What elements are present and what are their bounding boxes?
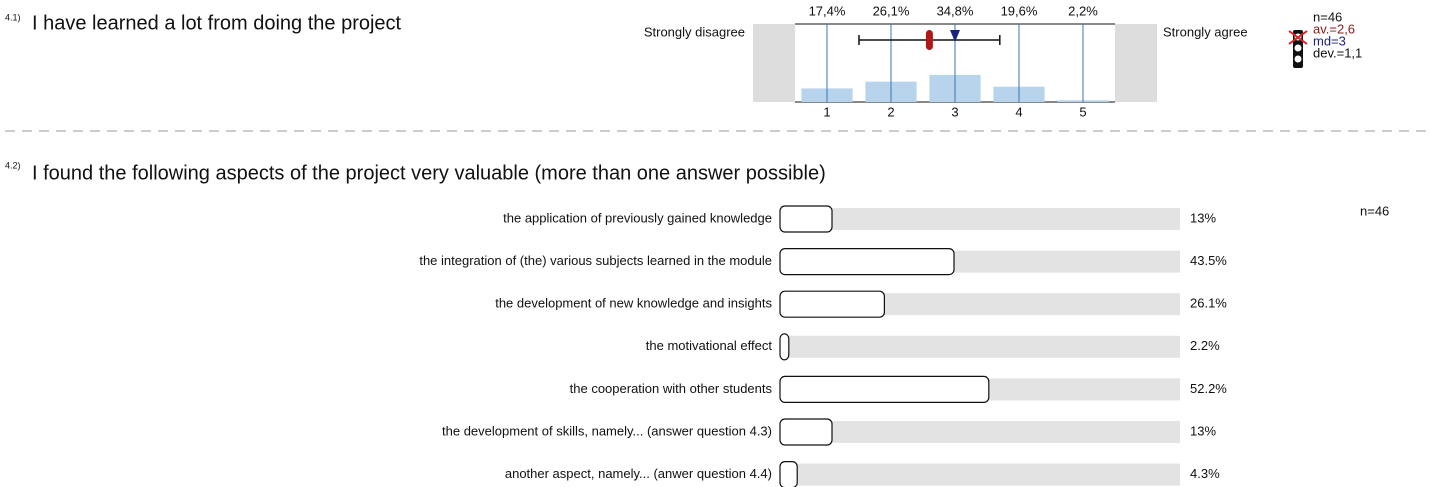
value-label: 17,4%: [809, 3, 846, 18]
value-label: 4.3%: [1190, 466, 1220, 481]
category-label: the integration of (the) various subject…: [419, 253, 772, 268]
value-label: 26.1%: [1190, 296, 1227, 311]
category-label: another aspect, namely... (anwer questio…: [505, 466, 772, 481]
median-marker: [950, 30, 960, 42]
n-label: n=46: [1360, 203, 1389, 218]
bar-track: [780, 208, 1180, 230]
category-label: the application of previously gained kno…: [503, 210, 772, 225]
bar: [779, 205, 833, 233]
question-title: I have learned a lot from doing the proj…: [32, 12, 402, 34]
category-label: the development of new knowledge and ins…: [495, 296, 772, 311]
x-tick-label: 1: [823, 104, 830, 119]
x-tick-label: 4: [1015, 104, 1022, 119]
x-tick-label: 5: [1079, 104, 1086, 119]
bar: [779, 248, 955, 276]
category-label: the development of skills, namely... (an…: [442, 423, 772, 438]
bar: [779, 418, 833, 446]
left-label: Strongly disagree: [644, 24, 745, 39]
value-label: 13%: [1190, 210, 1216, 225]
value-label: 13%: [1190, 423, 1216, 438]
bar-track: [780, 335, 1180, 358]
n-label: n=46: [1313, 9, 1342, 24]
x-tick-label: 2: [887, 104, 894, 119]
question-number: 4.2): [5, 160, 21, 170]
bar: [779, 375, 990, 403]
question-number: 4.1): [5, 12, 21, 22]
bar: [779, 333, 790, 361]
value-label: 19,6%: [1001, 3, 1038, 18]
bar: [779, 461, 798, 487]
value-label: 2.2%: [1190, 338, 1220, 353]
left-pad: [753, 24, 795, 102]
bar-track: [780, 421, 1180, 443]
value-label: 34,8%: [937, 3, 974, 18]
median-label: md=3: [1313, 33, 1346, 48]
traffic-light: [1288, 30, 1308, 68]
value-label: 52.2%: [1190, 381, 1227, 396]
value-label: 43.5%: [1190, 253, 1227, 268]
question-title: I found the following aspects of the pro…: [32, 162, 826, 184]
deviation-label: dev.=1,1: [1313, 45, 1362, 60]
mean-marker: [925, 30, 933, 50]
value-label: 2,2%: [1068, 3, 1098, 18]
right-label: Strongly agree: [1163, 24, 1248, 39]
category-label: the cooperation with other students: [570, 381, 773, 396]
mean-label: av.=2,6: [1313, 21, 1355, 36]
right-pad: [1115, 24, 1157, 102]
x-tick-label: 3: [951, 104, 958, 119]
category-label: the motivational effect: [646, 338, 773, 353]
value-label: 26,1%: [873, 3, 910, 18]
bar-track: [780, 463, 1180, 486]
bar: [779, 290, 886, 318]
